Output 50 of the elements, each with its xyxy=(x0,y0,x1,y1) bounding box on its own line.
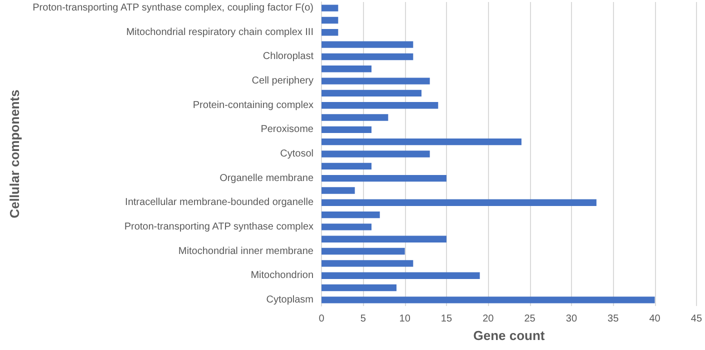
bar xyxy=(322,90,422,97)
y-tick-label: Mitochondrial respiratory chain complex III xyxy=(126,26,314,38)
bar xyxy=(322,272,480,279)
x-tick-label: 25 xyxy=(524,314,536,324)
x-tick-label: 0 xyxy=(318,314,325,324)
y-tick-label: Protein-containing complex xyxy=(192,100,314,111)
bar xyxy=(322,248,405,255)
bar xyxy=(322,78,430,84)
y-axis-title: Cellular components xyxy=(7,90,22,218)
bar xyxy=(322,236,446,242)
x-tick-label: 40 xyxy=(649,314,661,324)
bar xyxy=(322,138,522,146)
y-tick-label: Peroxisome xyxy=(260,124,314,136)
x-tick-label: 20 xyxy=(482,314,494,324)
y-tick-label: Cytosol xyxy=(280,148,314,160)
bar xyxy=(322,162,372,170)
x-tick-label: 5 xyxy=(360,314,366,324)
bar xyxy=(322,126,372,134)
y-tick-label: Cytoplasm xyxy=(266,294,314,306)
x-tick-label: 30 xyxy=(566,314,578,324)
x-tick-label: 45 xyxy=(690,314,702,324)
y-tick-label: Mitochondrial inner membrane xyxy=(178,246,314,257)
y-tick-label: Proton-transporting ATP synthase complex xyxy=(124,221,314,232)
y-tick-label: Proton-transporting ATP synthase complex, coupling factor F(o) xyxy=(32,2,314,14)
bar xyxy=(322,66,372,72)
bar xyxy=(322,296,655,304)
x-tick-label: 15 xyxy=(440,314,452,324)
bar xyxy=(322,29,338,36)
bar xyxy=(322,187,355,194)
bar xyxy=(322,16,338,24)
bar xyxy=(322,211,380,218)
y-tick-label: Mitochondrion xyxy=(250,270,314,282)
bar xyxy=(322,224,372,230)
bar xyxy=(322,4,338,12)
bar xyxy=(322,260,414,267)
bar xyxy=(322,174,446,182)
bar xyxy=(322,102,438,109)
bar xyxy=(322,199,596,206)
x-tick-label: 35 xyxy=(608,314,620,324)
bar xyxy=(322,41,414,48)
y-tick-label: Cell periphery xyxy=(252,76,314,87)
x-axis-title: Gene count xyxy=(473,328,546,343)
bar xyxy=(322,114,388,121)
bar xyxy=(322,53,414,60)
y-tick-label: Chloroplast xyxy=(262,51,314,62)
x-tick-label: 10 xyxy=(399,314,411,324)
y-tick-label: Intracellular membrane-bounded organelle xyxy=(125,197,314,208)
bar xyxy=(322,284,396,292)
y-tick-label: Organelle membrane xyxy=(220,172,314,184)
bar xyxy=(322,150,430,158)
